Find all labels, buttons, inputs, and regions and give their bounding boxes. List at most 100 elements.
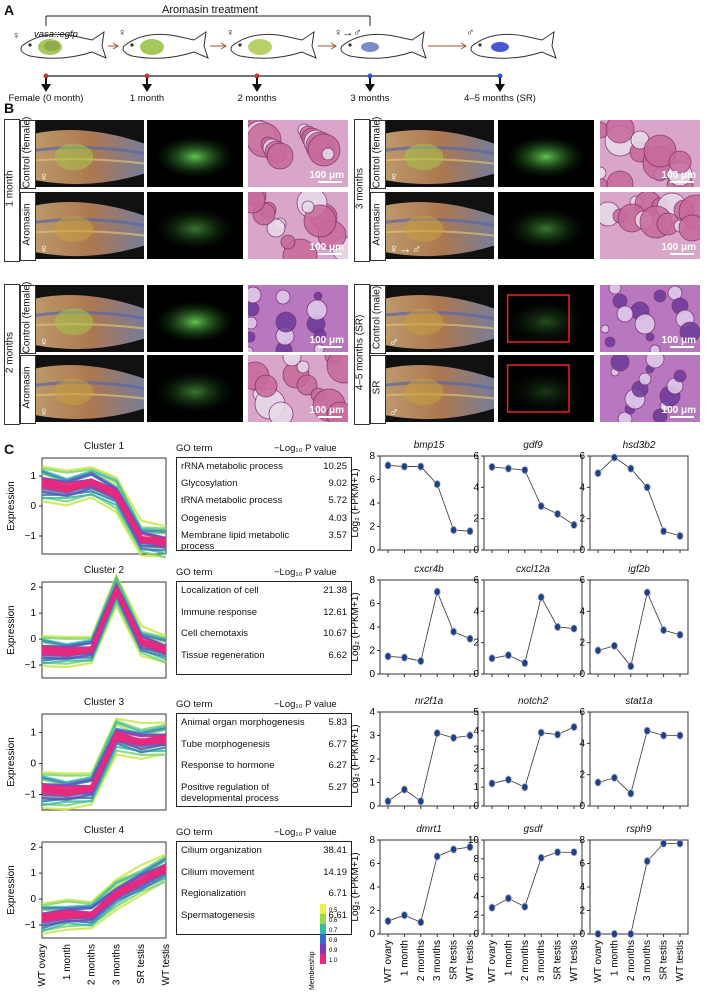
cluster-expression-plot: 2 1 0 −1 Expression WT ovary 1 month 2 months 3 … <box>6 841 172 987</box>
gene-expression-plot: 0 2 4 6 <box>579 575 689 680</box>
x-category-label: WT ovary <box>593 940 604 983</box>
gfp-fluorescence-image <box>147 285 243 352</box>
y-tick-label: 0 <box>30 501 36 512</box>
gene-data-point <box>433 587 441 596</box>
y-tick-label: 0 <box>579 545 585 556</box>
go-term-name: Tissue regeneration <box>181 649 265 661</box>
y-tick-label: 0 <box>579 801 585 812</box>
progression-arrow <box>428 42 467 50</box>
fish-photo <box>386 285 494 352</box>
y-tick-label: 0 <box>473 669 479 680</box>
sex-symbol: ♂ <box>466 27 475 39</box>
row-label-frame <box>370 285 386 354</box>
age-group-frame <box>354 284 370 425</box>
x-category-label: SR testis <box>449 940 460 980</box>
y-tick-label: −1 <box>25 531 37 542</box>
x-category-label: 3 months <box>111 944 122 985</box>
gene-data-point <box>676 731 684 740</box>
y-tick-label: 2 <box>579 770 585 781</box>
gene-expression-plot: 0 2 4 6 <box>579 707 689 812</box>
scale-bar-label: 100 μm <box>309 335 344 346</box>
gene-data-point <box>570 520 578 529</box>
y-tick-label: −1 <box>25 920 37 931</box>
y-tick-label: 0 <box>30 894 36 905</box>
y-tick-label: 0 <box>579 669 585 680</box>
go-pvalue: 6.71 <box>328 888 348 899</box>
y-tick-label: 3 <box>473 745 479 756</box>
gene-data-point <box>417 657 425 666</box>
y-tick-label: 1 <box>473 782 479 793</box>
y-tick-label: 1 <box>30 868 36 879</box>
gfp-fluorescence-image <box>498 355 594 422</box>
legend-tick-label: 0.5 <box>329 908 338 914</box>
gfp-fluorescence-image <box>147 192 243 259</box>
legend-tick-label: 0.7 <box>329 928 338 934</box>
cluster-profile-line <box>41 473 167 539</box>
cluster-expression-plot: 1 0 −1 Expression <box>6 457 167 559</box>
gene-name: gdf9 <box>523 440 543 451</box>
y-tick-label: 3 <box>369 731 375 742</box>
cluster-profile-line <box>41 856 167 909</box>
y-axis-label: Log₂ (FPKM+1) <box>350 724 361 793</box>
gene-data-point <box>401 653 408 662</box>
go-term-name: Glycosylation <box>181 478 238 490</box>
y-tick-label: 0 <box>369 545 375 556</box>
y-tick-label: 4 <box>579 606 585 617</box>
go-pvalue: 14.19 <box>323 866 347 878</box>
y-tick-label: 10 <box>468 835 480 846</box>
gene-data-point <box>660 839 667 848</box>
x-category-label: 2 months <box>87 944 98 985</box>
go-term-table: rRNA metabolic process 10.25 Glycosylation… <box>176 457 352 552</box>
gene-data-point <box>433 480 441 489</box>
gene-data-point <box>611 453 618 462</box>
go-pvalue: 5.72 <box>328 495 348 507</box>
gene-data-point <box>554 848 561 857</box>
row-label-frame <box>370 120 386 189</box>
gene-data-point <box>594 778 602 787</box>
x-category-label: WT testis <box>675 940 686 981</box>
sex-symbol: ♀→♂ <box>389 241 422 256</box>
cluster-profile-line <box>41 729 167 787</box>
gene-data-point <box>570 848 578 857</box>
histology-section: 100 μm <box>248 355 348 422</box>
y-tick-label: 6 <box>473 575 479 586</box>
gene-data-point <box>570 624 578 633</box>
y-tick-label: 2 <box>473 763 479 774</box>
cluster-title: Cluster 2 <box>83 565 124 576</box>
gene-data-point <box>401 462 408 471</box>
y-tick-label: 6 <box>579 575 585 586</box>
y-tick-label: 6 <box>579 859 585 870</box>
sex-symbol: ♂ <box>389 334 399 349</box>
y-tick-label: 0 <box>30 634 36 645</box>
gene-data-point <box>643 726 651 735</box>
go-pvalue: 6.77 <box>328 738 348 750</box>
cluster-profile-line <box>41 467 167 530</box>
y-tick-label: 4 <box>473 726 479 737</box>
gene-trend-line <box>598 843 680 935</box>
gene-expression-plot: 0 2 4 6 <box>473 575 583 680</box>
timepoint-arrow <box>41 78 51 92</box>
y-tick-label: 6 <box>473 451 479 462</box>
cluster-profile-line <box>41 478 167 542</box>
zebrafish-illustration <box>340 30 427 59</box>
go-term-table: Localization of cell 21.38 Immune response… <box>176 581 352 675</box>
histology-section: 100 μm <box>600 120 700 187</box>
y-axis-label: Expression <box>6 481 17 530</box>
x-category-label: 3 months <box>432 940 443 981</box>
pvalue-header: −Log₁₀ P value <box>274 827 337 838</box>
legend-tick-label: 1.0 <box>329 958 338 964</box>
row-condition-label: Aromasin <box>21 365 33 409</box>
go-pvalue: 6.27 <box>328 760 348 771</box>
y-tick-label: 6 <box>369 599 375 610</box>
gene-data-point <box>537 502 545 511</box>
gene-data-point <box>627 930 635 939</box>
cluster-expression-plot: 1 0 −1 Expression <box>6 713 167 811</box>
x-category-label: SR testis <box>659 940 670 980</box>
x-category-label: WT testis <box>465 940 476 981</box>
gfp-fluorescence-image <box>498 120 594 187</box>
gene-data-point <box>521 659 529 668</box>
gene-data-point <box>660 731 667 740</box>
cluster-profile-line <box>41 492 167 559</box>
gene-data-point <box>676 531 684 540</box>
go-term-name: Tube morphogenesis <box>181 738 270 750</box>
